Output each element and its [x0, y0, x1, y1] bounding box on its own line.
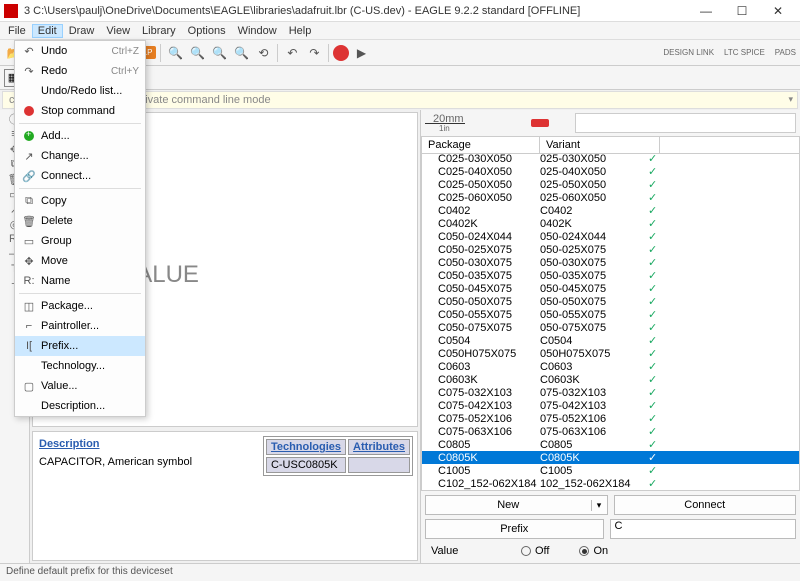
edit-menu: ↶UndoCtrl+Z↷RedoCtrl+YUndo/Redo list...S…	[14, 40, 146, 417]
preview-box	[575, 113, 796, 133]
tech-attr-table: TechnologiesAttributes C-USC0805K	[263, 436, 413, 476]
redo-icon[interactable]: ↷	[304, 43, 324, 63]
zoom-in-icon[interactable]: 🔍	[165, 43, 185, 63]
menu-item-undo-redo-list-[interactable]: Undo/Redo list...	[15, 81, 145, 101]
app-icon	[4, 4, 18, 18]
redraw-icon[interactable]: ⟲	[253, 43, 273, 63]
cancel-icon[interactable]	[333, 45, 349, 61]
go-icon[interactable]: ▶	[351, 43, 371, 63]
list-item[interactable]: C0402C0402✓	[422, 204, 799, 217]
list-item[interactable]: C0805C0805✓	[422, 438, 799, 451]
on-radio[interactable]: On	[579, 545, 608, 557]
list-item[interactable]: C0402K0402K✓	[422, 217, 799, 230]
list-item[interactable]: C050-075X075050-075X075✓	[422, 321, 799, 334]
list-item[interactable]: C050-024X044050-024X044✓	[422, 230, 799, 243]
menu-item-copy[interactable]: ⧉Copy	[15, 191, 145, 211]
menu-draw[interactable]: Draw	[63, 24, 101, 38]
menu-item-value-[interactable]: ▢Value...	[15, 376, 145, 396]
list-item[interactable]: C075-042X103075-042X103✓	[422, 399, 799, 412]
minimize-button[interactable]: —	[688, 1, 724, 21]
menu-item-delete[interactable]: 🗑Delete	[15, 211, 145, 231]
zoom-out-icon[interactable]: 🔍	[187, 43, 207, 63]
list-item[interactable]: C102_152-062X184102_152-062X184✓	[422, 477, 799, 490]
list-item[interactable]: C075-032X103075-032X103✓	[422, 386, 799, 399]
value-label: Value	[431, 545, 491, 557]
menu-library[interactable]: Library	[136, 24, 182, 38]
variant-col-header[interactable]: Variant	[540, 137, 660, 153]
undo-icon[interactable]: ↶	[282, 43, 302, 63]
menu-help[interactable]: Help	[283, 24, 318, 38]
menu-view[interactable]: View	[100, 24, 136, 38]
description-panel: Description CAPACITOR, American symbol T…	[32, 431, 418, 561]
list-item[interactable]: C050H075X075050H075X075✓	[422, 347, 799, 360]
off-radio[interactable]: Off	[521, 545, 549, 557]
statusbar: Define default prefix for this deviceset	[0, 563, 800, 581]
maximize-button[interactable]: ☐	[724, 1, 760, 21]
cmdbar-arrow-icon[interactable]: ▾	[788, 94, 793, 105]
menu-item-stop-command[interactable]: Stop command	[15, 101, 145, 121]
new-button[interactable]: New▾	[425, 495, 608, 515]
menu-item-description-[interactable]: Description...	[15, 396, 145, 416]
list-item[interactable]: C0805KC0805K✓	[422, 451, 799, 464]
list-item[interactable]: C025-040X050025-040X050✓	[422, 165, 799, 178]
list-item[interactable]: C075-052X106075-052X106✓	[422, 412, 799, 425]
design-link[interactable]: DESIGN LINK	[663, 48, 714, 57]
zoom-select-icon[interactable]: 🔍	[231, 43, 251, 63]
menu-edit[interactable]: Edit	[32, 24, 63, 38]
list-item[interactable]: C0603KC0603K✓	[422, 373, 799, 386]
titlebar: 3 C:\Users\paulj\OneDrive\Documents\EAGL…	[0, 0, 800, 22]
list-item[interactable]: C050-025X075050-025X075✓	[422, 243, 799, 256]
list-item[interactable]: C050-035X075050-035X075✓	[422, 269, 799, 282]
menu-file[interactable]: File	[2, 24, 32, 38]
list-item[interactable]: C050-030X075050-030X075✓	[422, 256, 799, 269]
tech-header[interactable]: Technologies	[266, 439, 346, 455]
pads-link[interactable]: PADS	[775, 48, 796, 57]
package-list[interactable]: C025_050-024X070025_050-024X070✓C025_050…	[421, 154, 800, 491]
footprint-preview	[531, 119, 549, 127]
menu-item-move[interactable]: ✥Move	[15, 251, 145, 271]
menu-item-name[interactable]: R:Name	[15, 271, 145, 291]
window-title: 3 C:\Users\paulj\OneDrive\Documents\EAGL…	[24, 5, 688, 17]
menu-item-group[interactable]: ▭Group	[15, 231, 145, 251]
list-item[interactable]: C0603C0603✓	[422, 360, 799, 373]
package-panel: 20mm 1in Package Variant C025_050-024X07…	[420, 110, 800, 563]
close-button[interactable]: ✕	[760, 1, 796, 21]
menu-window[interactable]: Window	[232, 24, 283, 38]
ruler: 20mm 1in	[425, 123, 465, 124]
list-item[interactable]: C075-063X106075-063X106✓	[422, 425, 799, 438]
menubar: FileEditDrawViewLibraryOptionsWindowHelp	[0, 22, 800, 40]
menu-item-prefix-[interactable]: I[Prefix...	[15, 336, 145, 356]
tech-row: C-USC0805K	[266, 457, 346, 473]
zoom-fit-icon[interactable]: 🔍	[209, 43, 229, 63]
attr-header[interactable]: Attributes	[348, 439, 410, 455]
list-item[interactable]: C0504C0504✓	[422, 334, 799, 347]
menu-item-redo[interactable]: ↷RedoCtrl+Y	[15, 61, 145, 81]
menu-item-undo[interactable]: ↶UndoCtrl+Z	[15, 41, 145, 61]
list-item[interactable]: C050-045X075050-045X075✓	[422, 282, 799, 295]
ltspice-link[interactable]: LTC SPICE	[724, 48, 765, 57]
list-item[interactable]: C025-030X050025-030X050✓	[422, 154, 799, 165]
list-item[interactable]: C050-050X075050-050X075✓	[422, 295, 799, 308]
list-header: Package Variant	[421, 136, 800, 154]
menu-item-add-[interactable]: +Add...	[15, 126, 145, 146]
package-col-header[interactable]: Package	[422, 137, 540, 153]
list-item[interactable]: C050-055X075050-055X075✓	[422, 308, 799, 321]
list-item[interactable]: C025-060X050025-060X050✓	[422, 191, 799, 204]
menu-item-connect-[interactable]: 🔗Connect...	[15, 166, 145, 186]
prefix-button[interactable]: Prefix	[425, 519, 604, 539]
menu-item-change-[interactable]: ↗Change...	[15, 146, 145, 166]
list-item[interactable]: C1005C1005✓	[422, 464, 799, 477]
menu-item-package-[interactable]: ◫Package...	[15, 296, 145, 316]
menu-item-paintroller-[interactable]: ⌐Paintroller...	[15, 316, 145, 336]
list-item[interactable]: C025-050X050025-050X050✓	[422, 178, 799, 191]
connect-button[interactable]: Connect	[614, 495, 797, 515]
menu-item-technology-[interactable]: Technology...	[15, 356, 145, 376]
prefix-input[interactable]: C	[610, 519, 797, 539]
menu-options[interactable]: Options	[182, 24, 232, 38]
